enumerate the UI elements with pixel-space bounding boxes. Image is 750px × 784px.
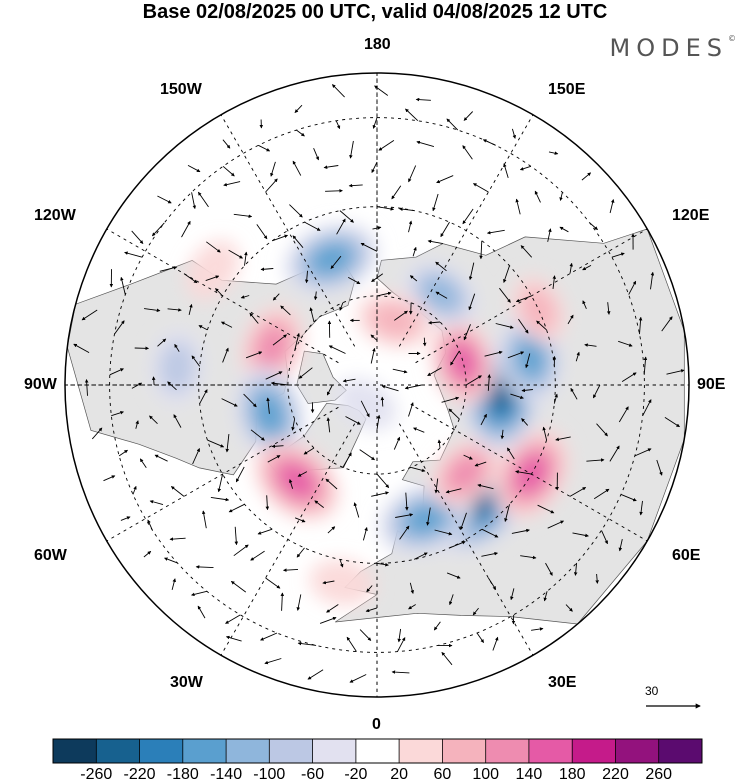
colorbar-tick-label: -260 (80, 766, 112, 784)
colorbar-swatch (140, 739, 184, 763)
colorbar-swatch (96, 739, 140, 763)
colorbar-tick-label: 260 (645, 766, 672, 784)
colorbar-swatch (529, 739, 573, 763)
wind-vector (424, 338, 425, 346)
wind-vector (325, 191, 342, 192)
colorbar-swatch (53, 739, 97, 763)
colorbar-tick-label: -220 (123, 766, 155, 784)
colorbar-swatch (226, 739, 270, 763)
lon-label-0: 0 (372, 716, 381, 734)
colorbar-tick-label: -180 (167, 766, 199, 784)
reference-vector-label: 30 (645, 684, 658, 698)
colorbar-tick-label: 100 (472, 766, 499, 784)
colorbar-tick-label: 20 (390, 766, 408, 784)
colorbar-tick-label: -100 (253, 766, 285, 784)
colorbar (53, 739, 702, 763)
colorbar-swatch (442, 739, 486, 763)
lon-label-120e: 120E (672, 207, 709, 225)
lon-label-60e: 60E (672, 547, 700, 565)
lon-label-150w: 150W (160, 81, 202, 99)
colorbar-tick-labels: -260 -220 -180 -140 -100 -60 -20 20 60 100 140 180 2… (0, 766, 750, 783)
colorbar-swatch (616, 739, 660, 763)
lon-label-30w: 30W (170, 674, 203, 692)
colorbar-swatch (313, 739, 357, 763)
colorbar-tick-label: -140 (210, 766, 242, 784)
colorbar-tick-label: 140 (516, 766, 543, 784)
lon-label-120w: 120W (34, 207, 76, 225)
colorbar-tick-label: 180 (559, 766, 586, 784)
colorbar-tick-label: -60 (301, 766, 324, 784)
colorbar-swatch (183, 739, 227, 763)
lon-label-180: 180 (364, 36, 391, 54)
colorbar-swatch (572, 739, 616, 763)
lon-label-90w: 90W (24, 376, 57, 394)
lon-label-30e: 30E (548, 674, 576, 692)
lon-label-60w: 60W (34, 547, 67, 565)
colorbar-swatch (486, 739, 530, 763)
colorbar-tick-label: 220 (602, 766, 629, 784)
wind-vector (154, 377, 155, 385)
colorbar-swatch (269, 739, 313, 763)
colorbar-swatch (659, 739, 703, 763)
wind-vector (382, 397, 383, 406)
lon-label-150e: 150E (548, 81, 585, 99)
colorbar-swatch (356, 739, 400, 763)
colorbar-tick-label: -20 (344, 766, 367, 784)
colorbar-tick-label: 60 (433, 766, 451, 784)
colorbar-swatch (399, 739, 443, 763)
lon-label-90e: 90E (697, 376, 725, 394)
